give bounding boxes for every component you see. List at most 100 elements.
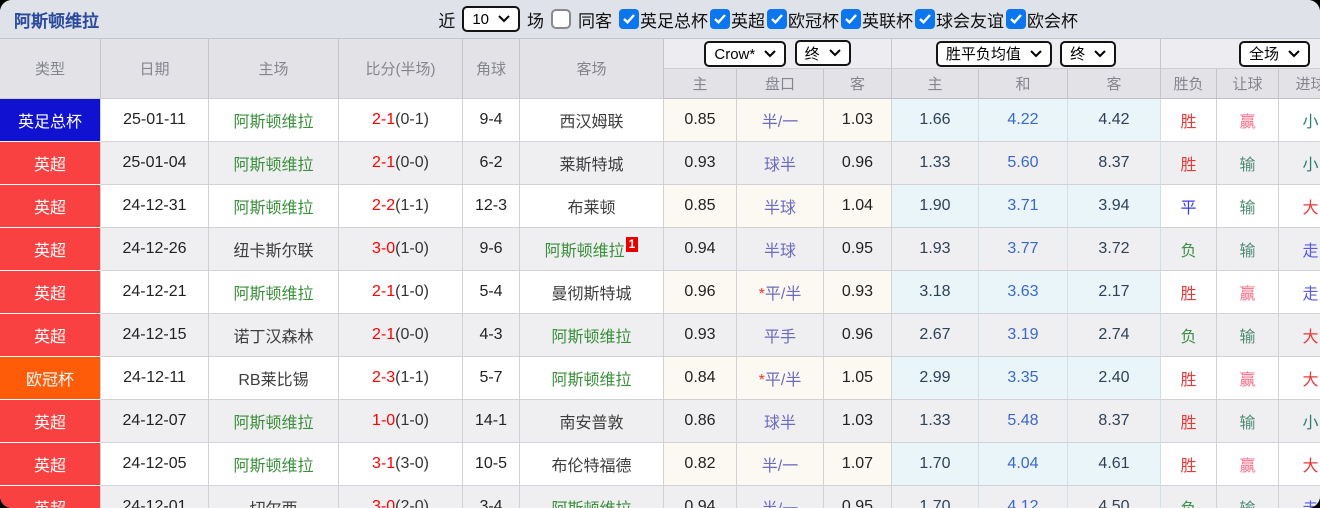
fulltime-score: 2-1 [372,111,396,128]
check-icon [623,14,635,24]
league-filter[interactable]: 欧会杯 [1006,7,1078,32]
league-filter[interactable]: 欧冠杯 [767,7,839,32]
league-filter[interactable]: 球会友谊 [915,7,1004,32]
home-team-cell: 阿斯顿维拉 [209,271,339,314]
fulltime-score: 2-1 [372,283,396,300]
match-row: 英超 24-12-07 阿斯顿维拉 1-0(1-0) 14-1 南安普敦 0.86 球半 1.0… [0,400,1320,443]
score-cell: 3-0(2-0) [339,486,463,508]
handicap-result-cell: 赢 [1217,357,1279,400]
col-header-ah-line: 盘口 [737,69,824,99]
filter-bar: 近 10 场 同客 英足总杯 英超 欧冠杯 英联杯 球会友谊 欧会杯 [438,6,1320,32]
chevron-down-icon [1030,49,1042,58]
avg-draw-odds-cell: 4.04 [979,443,1068,486]
league-checkbox[interactable] [841,9,861,29]
check-icon [771,14,783,24]
ah-home-odds-cell: 0.82 [664,443,737,486]
recent-count-select[interactable]: 10 [462,6,520,32]
avg-away-odds-cell: 3.94 [1068,185,1161,228]
check-icon [845,14,857,24]
avg-draw-odds-cell: 5.48 [979,400,1068,443]
corners-cell: 9-6 [463,228,520,271]
ah-line-text: 球半 [763,157,796,174]
league-filter[interactable]: 英超 [710,7,765,32]
avg-away-odds-cell: 8.37 [1068,142,1161,185]
home-team-cell: 阿斯顿维拉 [209,400,339,443]
match-row: 英超 25-01-04 阿斯顿维拉 2-1(0-0) 6-2 莱斯特城 0.93 球半 0.96… [0,142,1320,185]
score-cell: 3-1(3-0) [339,443,463,486]
live-star-mark: * [758,372,765,389]
date-cell: 25-01-04 [101,142,209,185]
odds-time-select[interactable]: 终 [1060,40,1117,67]
handicap-result-cell: 输 [1217,142,1279,185]
chevron-down-icon [1094,49,1106,58]
score-cell: 2-2(1-1) [339,185,463,228]
away-team-name: 西汉姆联 [559,114,624,131]
league-filter[interactable]: 英足总杯 [619,7,708,32]
ah-away-odds-cell: 1.04 [824,185,892,228]
away-team-cell: 布莱顿 [520,185,664,228]
avg-away-odds-cell: 4.61 [1068,443,1161,486]
fulltime-score: 2-1 [372,326,396,343]
league-checkbox[interactable] [915,9,935,29]
ah-line-text: 半/一 [761,114,799,131]
fulltime-score: 3-1 [372,455,396,472]
avg-away-odds-cell: 2.74 [1068,314,1161,357]
league-type-cell: 英超 [0,228,101,271]
league-filter[interactable]: 英联杯 [841,7,913,32]
halftime-score: (1-0) [395,283,429,300]
home-team-cell: 阿斯顿维拉 [209,142,339,185]
league-filter-label: 球会友谊 [936,11,1004,31]
ah-home-odds-cell: 0.85 [664,99,737,142]
away-team-cell: 曼彻斯特城 [520,271,664,314]
score-cell: 3-0(1-0) [339,228,463,271]
bookmaker-select[interactable]: Crow* [704,41,787,67]
avg-home-odds-cell: 1.33 [892,142,979,185]
league-checkbox[interactable] [1006,9,1026,29]
bookmaker-time-select[interactable]: 终 [794,40,851,66]
league-filter-group: 英足总杯 英超 欧冠杯 英联杯 球会友谊 欧会杯 [619,7,1078,32]
ah-line-cell: 平手 [737,314,824,357]
ah-home-odds-cell: 0.94 [664,486,737,508]
away-team-name: 布伦特福德 [551,458,632,475]
avg-draw-odds-cell: 5.60 [979,142,1068,185]
home-team-cell: 诺丁汉森林 [209,314,339,357]
handicap-result-cell: 赢 [1217,443,1279,486]
avg-home-odds-cell: 1.70 [892,486,979,508]
col-header-score: 比分(半场) [339,39,463,99]
odds-type-select[interactable]: 胜平负均值 [935,40,1052,67]
ah-home-odds-cell: 0.96 [664,271,737,314]
halftime-score: (0-0) [395,326,429,343]
match-row: 英超 24-12-05 阿斯顿维拉 3-1(3-0) 10-5 布伦特福德 0.82 半/一 1… [0,443,1320,486]
league-filter-label: 欧冠杯 [788,11,839,31]
col-header-ah-away: 客 [824,69,892,99]
col-header-home: 主场 [209,39,339,99]
result-cell: 胜 [1161,271,1217,314]
goals-result-cell: 走 [1279,271,1320,314]
league-filter-label: 英超 [731,11,765,31]
handicap-result-cell: 输 [1217,400,1279,443]
score-cell: 1-0(1-0) [339,400,463,443]
date-cell: 24-12-07 [101,400,209,443]
away-team-name: 阿斯顿维拉 [544,243,625,260]
scope-select[interactable]: 全场 [1239,40,1311,67]
league-checkbox[interactable] [767,9,787,29]
avg-away-odds-cell: 8.37 [1068,400,1161,443]
ah-line-cell: 半球 [737,185,824,228]
ah-line-cell: 半球 [737,228,824,271]
ah-away-odds-cell: 0.95 [824,228,892,271]
date-cell: 24-12-31 [101,185,209,228]
col-header-result: 胜负 [1161,69,1217,99]
away-team-cell: 莱斯特城 [520,142,664,185]
col-header-handicap: 让球 [1217,69,1279,99]
league-checkbox[interactable] [710,9,730,29]
chevron-down-icon [764,50,776,58]
corners-cell: 12-3 [463,185,520,228]
home-team-cell: 阿斯顿维拉 [209,443,339,486]
league-checkbox[interactable] [619,9,639,29]
away-team-name: 布莱顿 [567,200,616,217]
avg-draw-odds-cell: 3.71 [979,185,1068,228]
ah-away-odds-cell: 0.96 [824,142,892,185]
avg-draw-odds-cell: 3.19 [979,314,1068,357]
same-venue-checkbox[interactable] [551,9,571,29]
